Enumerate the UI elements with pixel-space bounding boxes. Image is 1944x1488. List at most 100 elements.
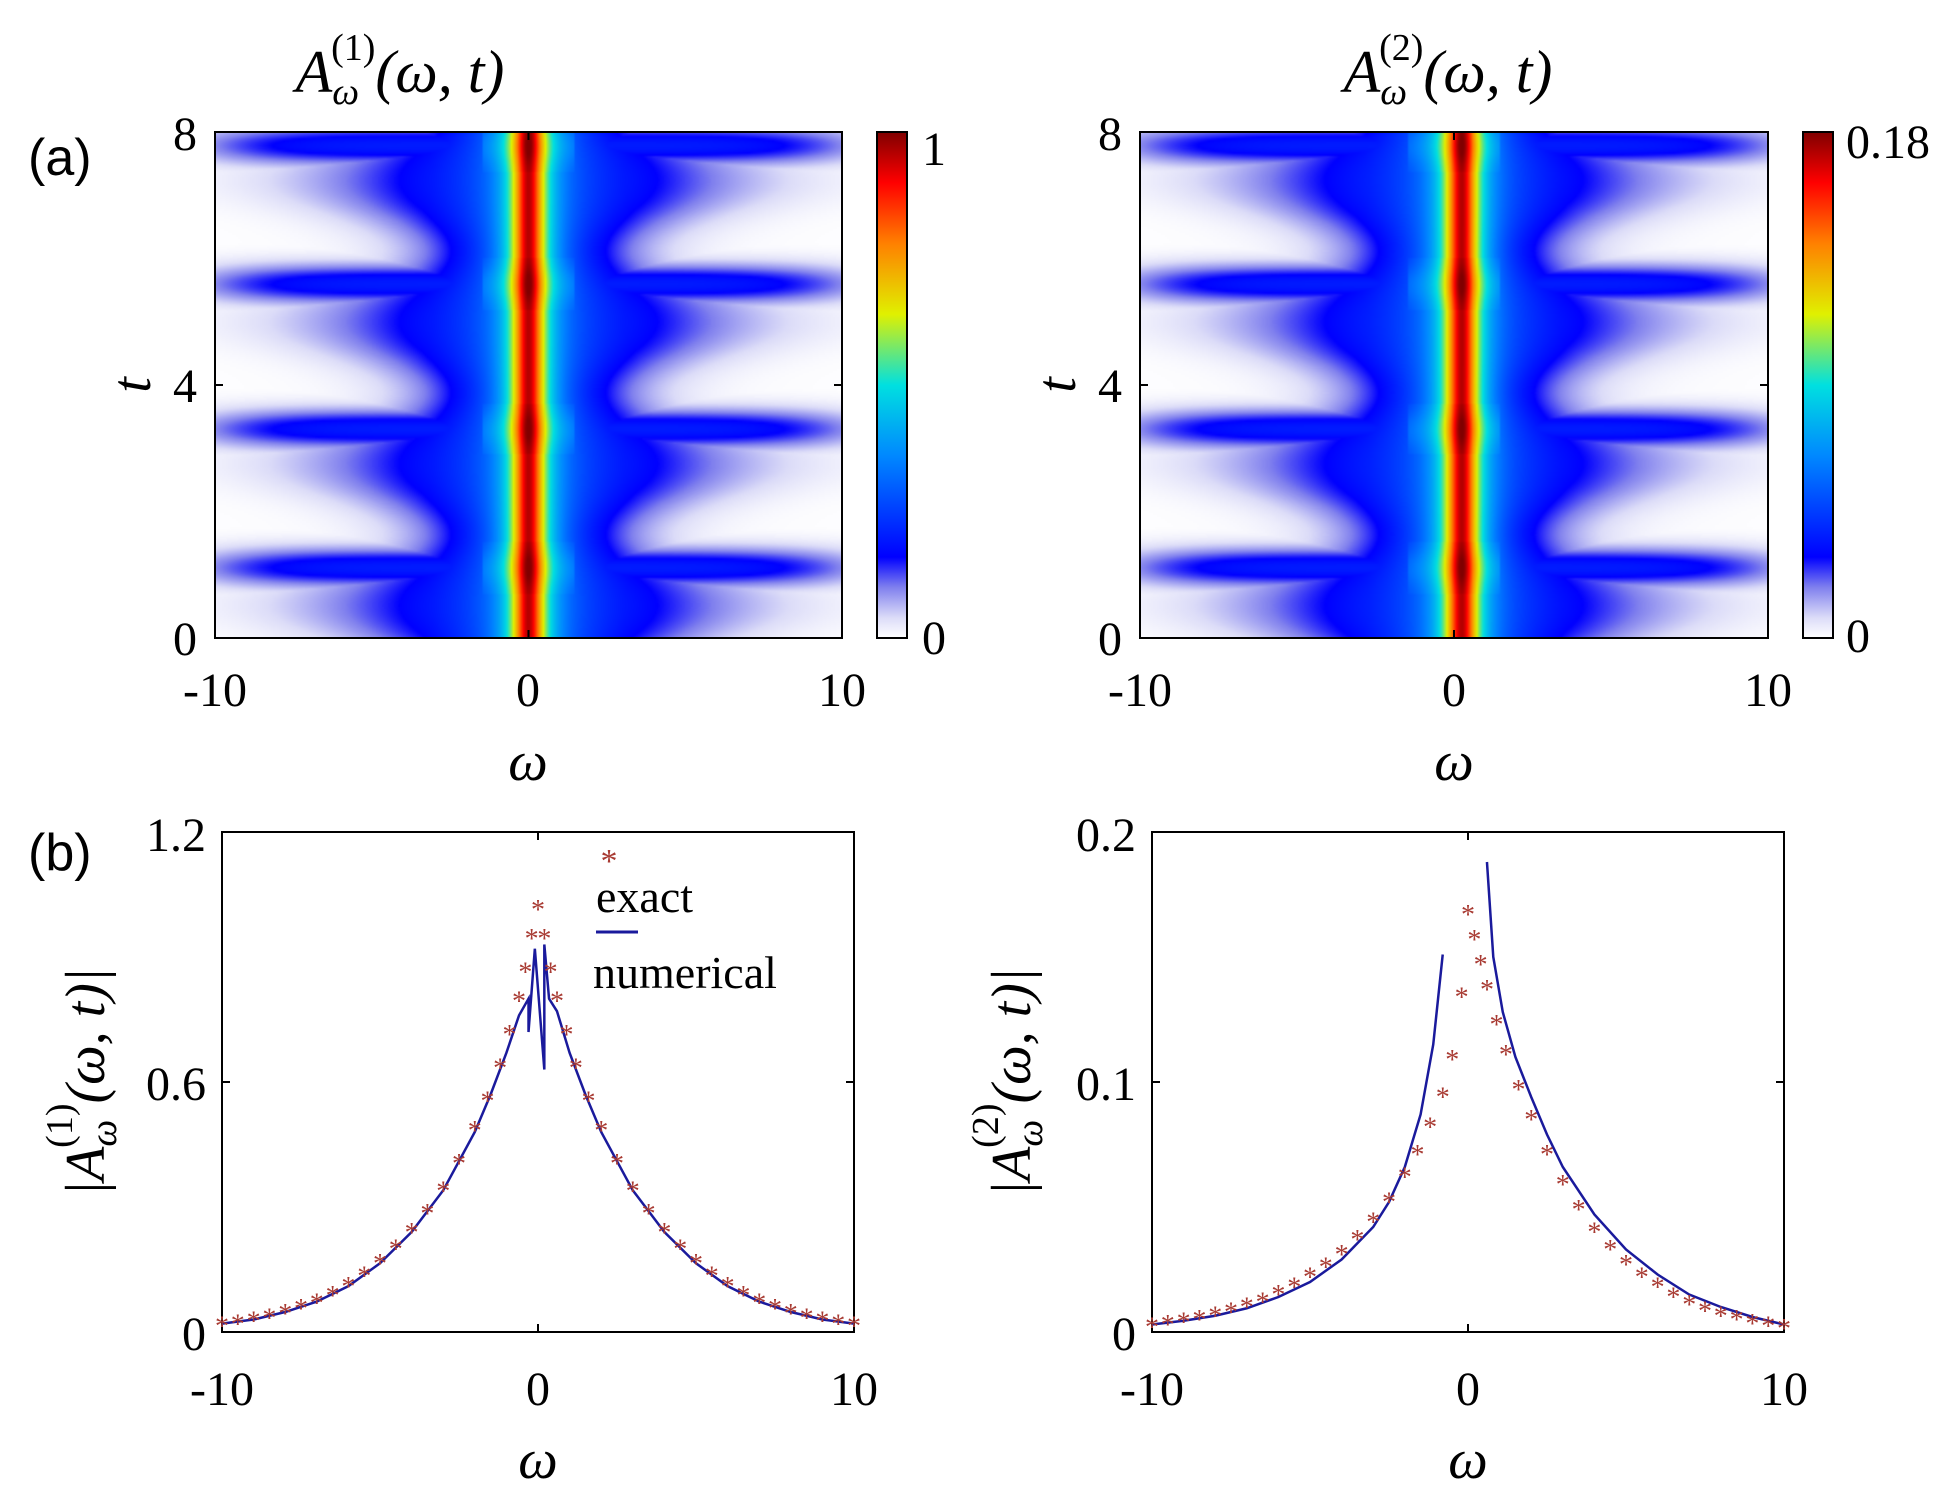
- heatmap-title-2: Aω(2)(ω, t): [1340, 27, 1553, 113]
- exact-data-point: *: [1256, 1288, 1270, 1319]
- exact-data-point: *: [1512, 1075, 1526, 1106]
- heatmap-panel-2: Aω(2)(ω, t) -10 0 10 0 4 8 ω t 0.18 0: [1026, 27, 1930, 793]
- exact-data-point: *: [800, 1303, 814, 1334]
- exact-data-point: *: [1161, 1310, 1175, 1341]
- exact-data-point: *: [582, 1087, 596, 1118]
- exact-data-point: *: [1287, 1273, 1301, 1304]
- exact-data-point: *: [721, 1272, 735, 1303]
- plot-area-1: * * * * * * * * * * * ************************* * * * *…: [215, 895, 861, 1343]
- y-tick-label: 0.2: [1076, 809, 1136, 862]
- exact-data-point: *: [1208, 1301, 1222, 1332]
- x-axis-label: ω: [1448, 1429, 1488, 1488]
- y-tick-label: 4: [1098, 360, 1122, 413]
- exact-data-point: *: [1224, 1298, 1238, 1329]
- exact-data-point: *: [310, 1288, 324, 1319]
- colorbar-max-label: 0.18: [1846, 116, 1930, 169]
- exact-data-point: *: [1745, 1309, 1759, 1340]
- exact-data-point: *: [1587, 1218, 1601, 1249]
- exact-data-point: *: [1271, 1280, 1285, 1311]
- exact-data-point: *: [784, 1299, 798, 1330]
- numerical-series-line: [1151, 954, 1444, 1326]
- exact-data-point: *: [1461, 900, 1475, 931]
- exact-data-point: *: [544, 958, 558, 989]
- y-axis-label: t: [1026, 376, 1088, 393]
- exact-data-point: *: [247, 1307, 261, 1338]
- exact-data-point: *: [626, 1176, 640, 1207]
- plot-area-2: * * * * * * * * * * * * * ********************** * * * * *…: [1145, 861, 1791, 1345]
- colorbar-1: [876, 131, 908, 639]
- x-tick-label: -10: [1108, 664, 1172, 717]
- y-tick-label: 0.6: [146, 1058, 206, 1111]
- exact-data-point: *: [537, 924, 551, 955]
- exact-data-point: *: [1524, 1105, 1538, 1136]
- exact-data-point: *: [1240, 1293, 1254, 1324]
- exact-data-point: *: [1572, 1195, 1586, 1226]
- colorbar-min-label: 0: [1846, 610, 1870, 663]
- exact-data-point: *: [1303, 1263, 1317, 1294]
- exact-data-point: *: [1319, 1253, 1333, 1284]
- y-tick-label: 0: [182, 1308, 206, 1361]
- exact-data-point: *: [294, 1294, 308, 1325]
- y-tick-label: 8: [173, 108, 197, 161]
- heatmap-image-1: [215, 132, 842, 638]
- exact-data-point: *: [1556, 1170, 1570, 1201]
- x-tick-label: -10: [183, 664, 247, 717]
- y-axis-label: t: [101, 376, 163, 393]
- exact-data-point: *: [1410, 1140, 1424, 1171]
- exact-data-point: *: [215, 1312, 229, 1343]
- x-tick-label: -10: [1120, 1363, 1184, 1416]
- legend-exact-marker: *: [601, 843, 618, 880]
- exact-data-point: *: [452, 1149, 466, 1180]
- y-tick-label: 0: [1112, 1308, 1136, 1361]
- exact-data-point: *: [231, 1310, 245, 1341]
- numerical-series-line: [221, 944, 855, 1325]
- exact-data-point: *: [1436, 1083, 1450, 1114]
- exact-data-point: *: [480, 1087, 494, 1118]
- colorbar-min-label: 0: [922, 612, 946, 665]
- exact-data-point: *: [341, 1272, 355, 1303]
- exact-data-point: *: [1177, 1308, 1191, 1339]
- y-tick-label: 0: [1098, 613, 1122, 666]
- exact-data-point: *: [531, 895, 545, 926]
- legend-numerical-label: numerical: [593, 947, 777, 998]
- exact-data-point: *: [1366, 1208, 1380, 1239]
- exact-data-point: *: [326, 1281, 340, 1312]
- exact-data-point: *: [525, 924, 539, 955]
- exact-data-point: *: [1350, 1225, 1364, 1256]
- exact-data-point: *: [518, 958, 532, 989]
- x-tick-label: 10: [1744, 664, 1792, 717]
- line-panel-1: * * * * * * * * * * * ************************* * * * *…: [39, 809, 878, 1488]
- exact-data-point: *: [493, 1053, 507, 1084]
- exact-data-point: *: [815, 1307, 829, 1338]
- exact-data-point: *: [1445, 1045, 1459, 1076]
- exact-data-point: *: [1651, 1273, 1665, 1304]
- y-tick-label: 0: [173, 613, 197, 666]
- legend-exact-label: exact: [596, 871, 693, 922]
- exact-data-point: *: [550, 987, 564, 1018]
- y-axis-label: |Aω(1)(ω, t)|: [39, 968, 125, 1197]
- exact-data-point: *: [512, 987, 526, 1018]
- exact-data-point: *: [594, 1116, 608, 1147]
- exact-data-point: *: [357, 1262, 371, 1293]
- exact-data-point: *: [610, 1149, 624, 1180]
- exact-data-point: *: [1398, 1163, 1412, 1194]
- exact-data-point: *: [468, 1116, 482, 1147]
- exact-data-point: *: [278, 1299, 292, 1330]
- exact-data-point: *: [1423, 1113, 1437, 1144]
- exact-data-point: *: [657, 1218, 671, 1249]
- exact-data-point: *: [1761, 1311, 1775, 1342]
- exact-data-point: *: [1455, 983, 1469, 1014]
- exact-data-point: *: [1480, 975, 1494, 1006]
- exact-data-point: *: [1192, 1305, 1206, 1336]
- line-panel-2: * * * * * * * * * * * * * ********************** * * * * *…: [965, 809, 1808, 1488]
- colorbar-max-label: 1: [922, 123, 946, 176]
- exact-data-point: *: [503, 1020, 517, 1051]
- exact-data-point: *: [420, 1199, 434, 1230]
- heatmap-image-2: [1140, 132, 1768, 638]
- numerical-series-line: [1485, 861, 1785, 1326]
- panel-label-b: (b): [28, 824, 92, 882]
- exact-data-point: *: [1619, 1250, 1633, 1281]
- exact-data-point: *: [405, 1218, 419, 1249]
- x-tick-label: 10: [830, 1363, 878, 1416]
- y-tick-label: 1.2: [146, 809, 206, 862]
